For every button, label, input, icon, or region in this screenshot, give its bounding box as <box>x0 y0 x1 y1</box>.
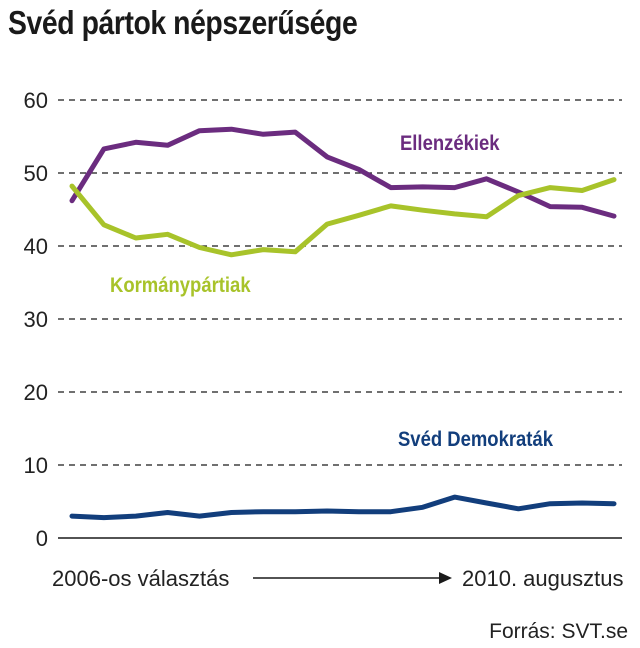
y-tick-label: 40 <box>24 234 48 259</box>
arrow-head-icon <box>439 572 452 584</box>
grid <box>58 99 622 539</box>
y-tick-label: 50 <box>24 161 48 186</box>
y-axis-ticks: 0 10 20 30 40 50 60 <box>24 88 48 551</box>
x-start-label: 2006-os választás <box>52 566 230 591</box>
y-tick-label: 10 <box>24 453 48 478</box>
time-arrow <box>253 572 452 584</box>
series-lines <box>69 126 617 521</box>
series-labels: Ellenzékiek Kormánypártiak Svéd Demokraták <box>110 132 554 451</box>
series-label-1: Kormánypártiak <box>110 274 252 297</box>
source-note: Forrás: SVT.se <box>489 620 628 643</box>
y-tick-label: 30 <box>24 307 48 332</box>
y-tick-label: 60 <box>24 88 48 113</box>
y-tick-label: 20 <box>24 380 48 405</box>
series-line-2 <box>69 494 617 521</box>
chart-title: Svéd pártok népszerűsége <box>8 4 358 41</box>
y-tick-label: 0 <box>36 526 48 551</box>
series-label-0: Ellenzékiek <box>400 132 501 155</box>
x-end-label: 2010. augusztus <box>462 566 624 591</box>
series-label-2: Svéd Demokraták <box>398 428 554 451</box>
series-line-1 <box>69 177 617 258</box>
